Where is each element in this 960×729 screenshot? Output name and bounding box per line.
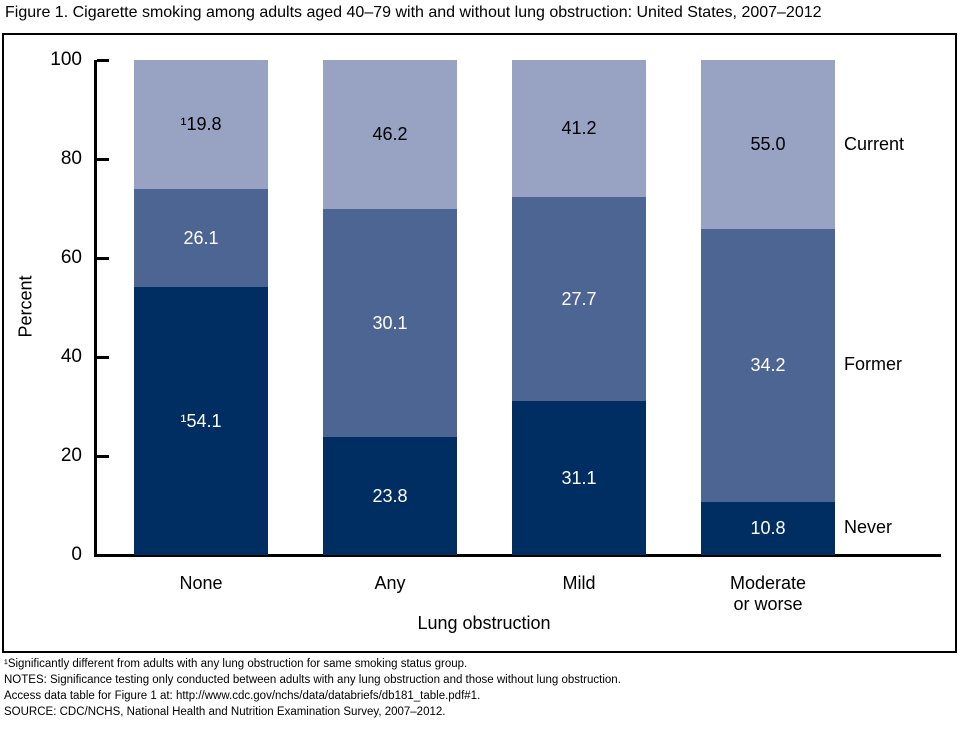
bar-value-label: ¹54.1 <box>180 410 222 431</box>
bar-value-label: 10.8 <box>750 517 786 538</box>
y-axis-tick-mark <box>97 157 109 161</box>
y-axis-tick-mark <box>97 454 109 458</box>
x-category-label-line: Any <box>374 573 406 593</box>
bar-segment-current: 46.2 <box>323 60 457 209</box>
bar-mild: 41.2 27.7 31.1 <box>512 60 646 555</box>
x-category-label-line: Moderate <box>729 573 807 593</box>
x-category-label-line: or worse <box>733 594 803 614</box>
x-category-label-none: None <box>111 573 291 594</box>
bar-value-label: 30.1 <box>372 312 408 333</box>
y-axis-tick-mark <box>97 58 109 62</box>
bar-value-label: 55.0 <box>750 134 786 155</box>
footnote-significance: ¹Significantly different from adults wit… <box>4 658 468 670</box>
y-axis-tick-label: 40 <box>60 346 82 367</box>
figure-title: Figure 1. Cigarette smoking among adults… <box>5 4 822 21</box>
footnote-notes: NOTES: Significance testing only conduct… <box>4 674 621 686</box>
x-category-label-line: Mild <box>562 573 596 593</box>
bar-segment-former: 34.2 <box>701 229 835 502</box>
bar-any: 46.2 30.1 23.8 <box>323 60 457 555</box>
bar-segment-current: ¹19.8 <box>134 60 268 190</box>
bar-segment-never: 23.8 <box>323 437 457 555</box>
bar-segment-former: 27.7 <box>512 197 646 402</box>
y-axis-line <box>94 60 97 557</box>
y-axis-tick-label: 0 <box>71 544 82 565</box>
bar-moderate-or-worse: 55.0 34.2 10.8 <box>701 60 835 555</box>
y-axis-tick-label: 20 <box>60 445 82 466</box>
footnote-source: SOURCE: CDC/NCHS, National Health and Nu… <box>4 706 446 718</box>
bar-segment-never: 31.1 <box>512 401 646 555</box>
bar-value-label: 23.8 <box>372 485 408 506</box>
y-axis-tick-label: 100 <box>50 49 82 70</box>
y-axis-tick-label: 60 <box>60 247 82 268</box>
bar-value-label: 34.2 <box>750 354 786 375</box>
bar-value-label: 41.2 <box>561 118 597 139</box>
footnotes: ¹Significantly different from adults wit… <box>4 656 621 720</box>
x-axis-line <box>94 554 941 557</box>
bar-segment-current: 55.0 <box>701 60 835 230</box>
y-axis-tick-label: 80 <box>60 148 82 169</box>
bar-value-label: 27.7 <box>561 288 597 309</box>
bar-value-label: 31.1 <box>561 467 597 488</box>
bar-value-label: ¹19.8 <box>180 114 222 135</box>
x-category-label-line: None <box>179 573 223 593</box>
bar-value-label: 26.1 <box>183 227 219 248</box>
bar-value-label: 46.2 <box>372 123 408 144</box>
series-label-current: Current <box>844 133 905 154</box>
x-category-label-moderate-or-worse: Moderate or worse <box>678 573 858 615</box>
chart-frame: Percent Lung obstruction 100 80 60 40 20 0 ¹19… <box>2 33 957 653</box>
bar-none: ¹19.8 26.1 ¹54.1 <box>134 60 268 555</box>
bar-segment-never: 10.8 <box>701 501 835 555</box>
y-axis-title: Percent <box>15 275 36 338</box>
y-axis-tick-mark <box>97 256 109 260</box>
x-category-label-mild: Mild <box>489 573 669 594</box>
series-label-never: Never <box>844 517 893 538</box>
y-axis-tick-mark <box>97 355 109 359</box>
bar-segment-never: ¹54.1 <box>134 287 268 555</box>
x-axis-title: Lung obstruction <box>417 613 551 633</box>
bar-segment-former: 30.1 <box>323 208 457 438</box>
x-category-label-any: Any <box>300 573 480 594</box>
bar-segment-former: 26.1 <box>134 189 268 288</box>
series-label-former: Former <box>844 354 902 375</box>
bar-segment-current: 41.2 <box>512 60 646 198</box>
footnote-data-table-link: Access data table for Figure 1 at: http:… <box>4 690 481 702</box>
